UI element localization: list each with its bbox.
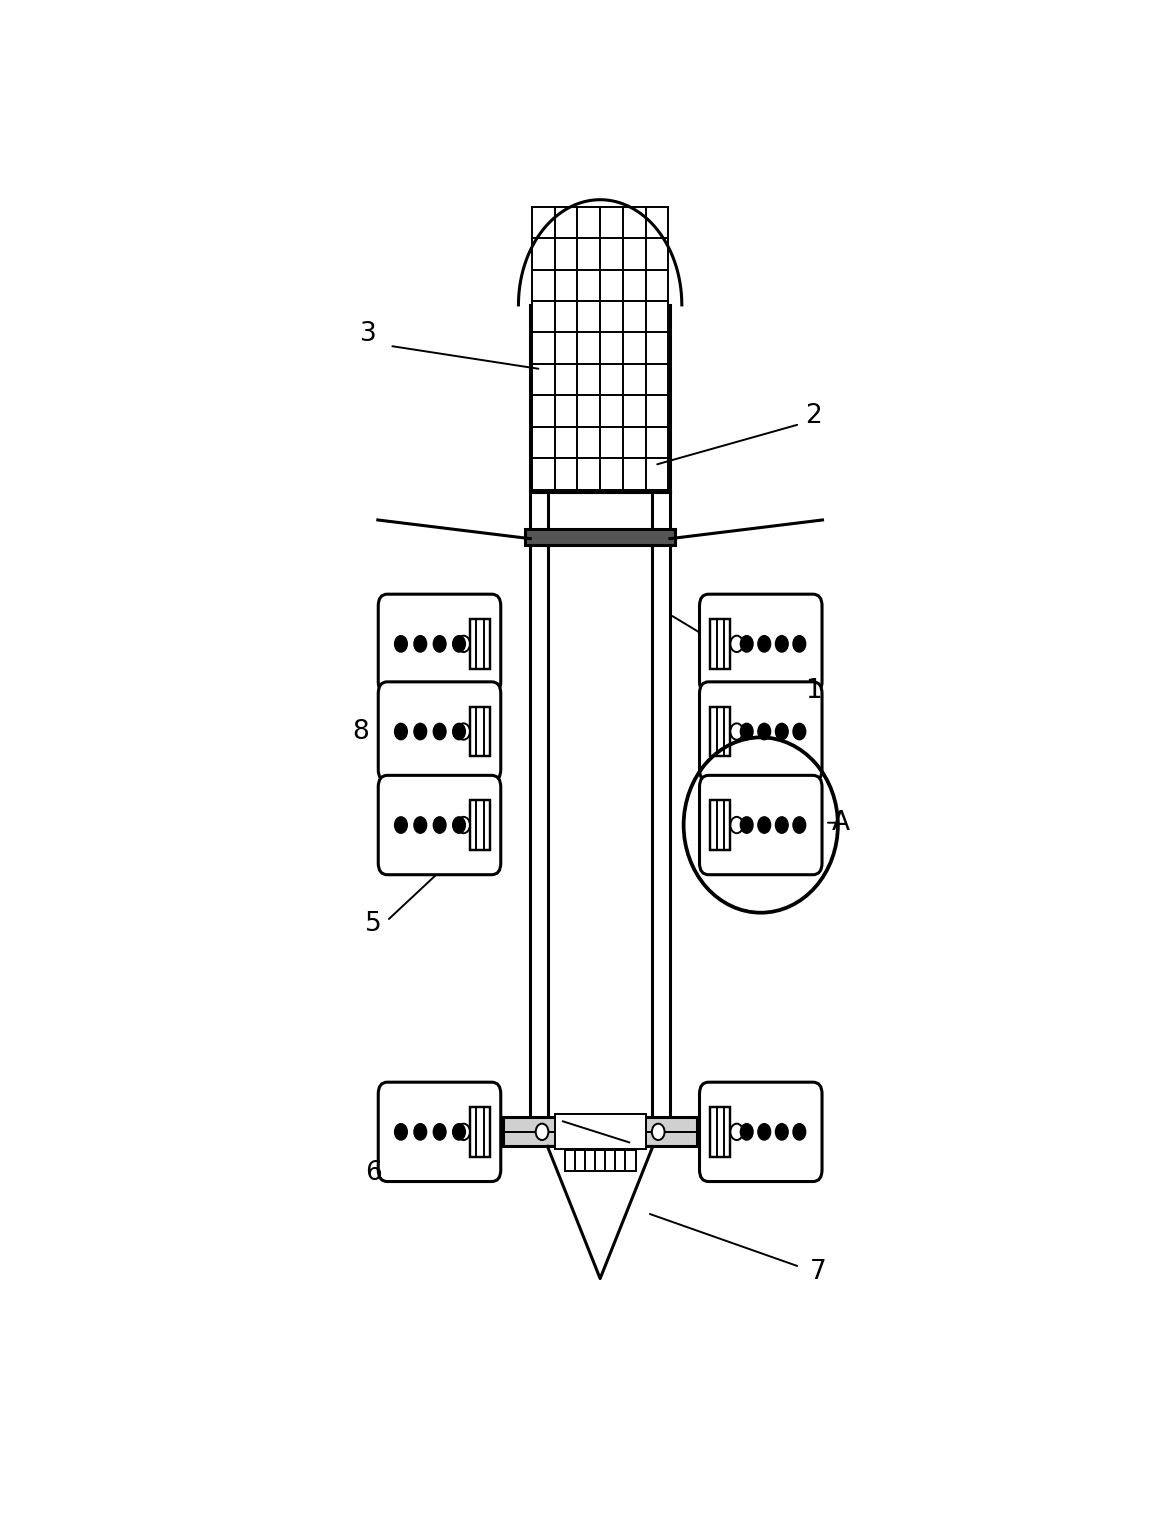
Circle shape bbox=[433, 636, 446, 653]
Circle shape bbox=[433, 1123, 446, 1140]
Circle shape bbox=[731, 724, 744, 739]
Bar bbox=[530, 492, 670, 539]
Circle shape bbox=[758, 724, 771, 739]
Circle shape bbox=[740, 724, 753, 739]
Circle shape bbox=[740, 817, 753, 833]
Circle shape bbox=[433, 817, 446, 833]
Circle shape bbox=[395, 1123, 408, 1140]
Circle shape bbox=[775, 1123, 788, 1140]
Circle shape bbox=[731, 817, 744, 833]
Circle shape bbox=[395, 636, 408, 653]
Bar bbox=[711, 619, 731, 668]
Circle shape bbox=[453, 817, 465, 833]
Circle shape bbox=[731, 636, 744, 653]
Text: 2: 2 bbox=[804, 402, 822, 430]
Circle shape bbox=[758, 817, 771, 833]
Circle shape bbox=[395, 817, 408, 833]
FancyBboxPatch shape bbox=[699, 1082, 822, 1181]
Circle shape bbox=[453, 724, 465, 739]
Circle shape bbox=[775, 817, 788, 833]
FancyBboxPatch shape bbox=[378, 594, 501, 694]
Text: 3: 3 bbox=[361, 322, 377, 348]
Circle shape bbox=[775, 636, 788, 653]
Bar bbox=[530, 539, 670, 1123]
FancyBboxPatch shape bbox=[699, 682, 822, 782]
Wedge shape bbox=[519, 200, 682, 305]
Circle shape bbox=[740, 1123, 753, 1140]
Circle shape bbox=[413, 724, 426, 739]
Circle shape bbox=[433, 724, 446, 739]
Bar bbox=[470, 619, 489, 668]
Circle shape bbox=[535, 1123, 548, 1140]
Bar bbox=[470, 1107, 489, 1157]
Text: 1: 1 bbox=[804, 677, 822, 704]
Circle shape bbox=[457, 636, 470, 653]
Bar bbox=[530, 539, 670, 1123]
Circle shape bbox=[758, 1123, 771, 1140]
FancyBboxPatch shape bbox=[378, 776, 501, 874]
Circle shape bbox=[395, 724, 408, 739]
Text: 7: 7 bbox=[809, 1258, 827, 1284]
Text: 6: 6 bbox=[365, 1160, 382, 1187]
Circle shape bbox=[457, 817, 470, 833]
Circle shape bbox=[413, 817, 426, 833]
FancyBboxPatch shape bbox=[699, 594, 822, 694]
FancyBboxPatch shape bbox=[378, 682, 501, 782]
Circle shape bbox=[793, 1123, 806, 1140]
Circle shape bbox=[793, 817, 806, 833]
Circle shape bbox=[775, 724, 788, 739]
Circle shape bbox=[793, 636, 806, 653]
Circle shape bbox=[413, 1123, 426, 1140]
Polygon shape bbox=[548, 1146, 652, 1278]
Circle shape bbox=[731, 1123, 744, 1140]
Text: 8: 8 bbox=[352, 718, 369, 744]
Text: 5: 5 bbox=[365, 911, 382, 938]
Bar bbox=[564, 1151, 636, 1170]
Bar bbox=[470, 707, 489, 756]
Bar bbox=[711, 1107, 731, 1157]
Bar bbox=[525, 530, 676, 545]
Bar bbox=[711, 707, 731, 756]
Circle shape bbox=[457, 724, 470, 739]
Circle shape bbox=[652, 1123, 665, 1140]
Bar bbox=[530, 305, 670, 492]
FancyBboxPatch shape bbox=[699, 776, 822, 874]
Bar bbox=[504, 1117, 697, 1146]
Circle shape bbox=[413, 636, 426, 653]
Circle shape bbox=[457, 1123, 470, 1140]
Circle shape bbox=[453, 1123, 465, 1140]
Bar bbox=[711, 800, 731, 850]
Circle shape bbox=[758, 636, 771, 653]
Circle shape bbox=[740, 636, 753, 653]
Circle shape bbox=[793, 724, 806, 739]
Bar bbox=[470, 800, 489, 850]
Circle shape bbox=[453, 636, 465, 653]
Text: A: A bbox=[831, 809, 850, 836]
FancyBboxPatch shape bbox=[378, 1082, 501, 1181]
Bar bbox=[555, 1114, 645, 1149]
